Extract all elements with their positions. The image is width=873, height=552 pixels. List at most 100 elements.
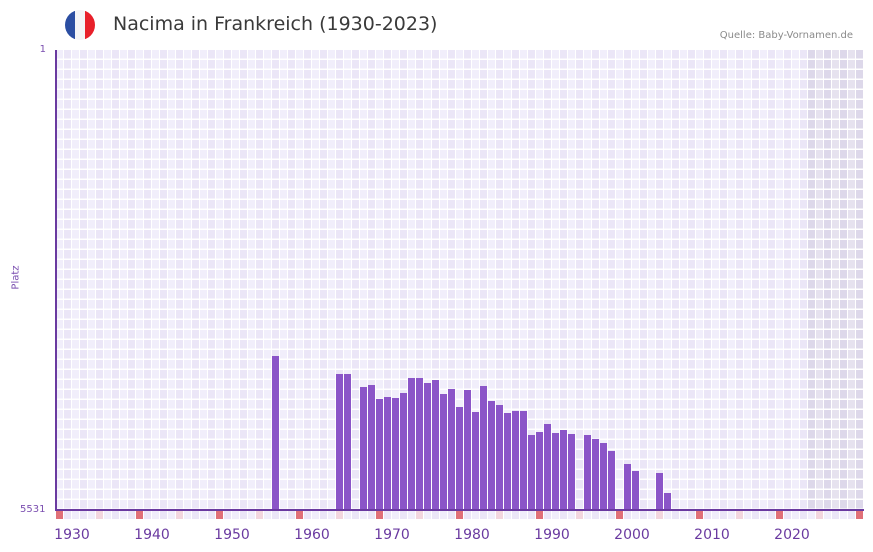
bar-1972[interactable] xyxy=(392,397,399,510)
bar-1987[interactable] xyxy=(512,411,519,510)
year-marker xyxy=(632,511,639,519)
year-marker xyxy=(592,511,599,519)
year-marker xyxy=(792,511,799,519)
x-tick-label: 1930 xyxy=(54,527,90,543)
bar-1970[interactable] xyxy=(376,398,383,510)
bar-1994[interactable] xyxy=(568,433,575,510)
bar-1991[interactable] xyxy=(544,424,551,510)
bar-1981[interactable] xyxy=(464,389,471,510)
bar-1980[interactable] xyxy=(456,407,463,510)
bar-1982[interactable] xyxy=(472,412,479,510)
year-marker xyxy=(512,511,519,519)
year-marker xyxy=(248,511,255,519)
year-marker xyxy=(600,511,607,519)
bar-2005[interactable] xyxy=(656,472,663,510)
bar-2001[interactable] xyxy=(624,463,631,510)
year-marker xyxy=(208,511,215,519)
year-marker xyxy=(712,511,719,519)
year-marker xyxy=(728,511,735,519)
bar-1973[interactable] xyxy=(400,392,407,510)
year-marker xyxy=(416,511,423,519)
year-marker xyxy=(680,511,687,519)
year-marker xyxy=(704,511,711,519)
x-axis-line xyxy=(55,509,864,511)
bar-1976[interactable] xyxy=(424,382,431,510)
year-marker xyxy=(808,511,815,519)
bar-1997[interactable] xyxy=(592,438,599,510)
bar-1993[interactable] xyxy=(560,429,567,510)
year-marker xyxy=(408,511,415,519)
y-tick-top: 1 xyxy=(39,44,46,55)
year-marker xyxy=(744,511,751,519)
bar-1957[interactable] xyxy=(272,355,279,510)
bar-1989[interactable] xyxy=(528,434,535,510)
year-markers xyxy=(56,511,864,519)
bar-1985[interactable] xyxy=(496,404,503,510)
bar-1990[interactable] xyxy=(536,431,543,510)
year-marker xyxy=(120,511,127,519)
bar-2006[interactable] xyxy=(664,492,671,510)
year-marker xyxy=(520,511,527,519)
bar-1998[interactable] xyxy=(600,442,607,510)
bar-2002[interactable] xyxy=(632,470,639,510)
year-marker xyxy=(800,511,807,519)
year-marker xyxy=(160,511,167,519)
y-tick-bottom: 5531 xyxy=(20,504,46,515)
bar-1965[interactable] xyxy=(336,374,343,510)
france-flag-icon xyxy=(65,10,95,40)
bar-1977[interactable] xyxy=(432,380,439,510)
year-marker xyxy=(136,511,143,519)
year-marker xyxy=(104,511,111,519)
year-marker xyxy=(368,511,375,519)
year-marker xyxy=(824,511,831,519)
year-marker xyxy=(232,511,239,519)
year-marker xyxy=(840,511,847,519)
bar-1999[interactable] xyxy=(608,450,615,510)
bar-1988[interactable] xyxy=(520,411,527,510)
year-marker xyxy=(496,511,503,519)
bar-1986[interactable] xyxy=(504,413,511,510)
bar-1978[interactable] xyxy=(440,393,447,510)
year-marker xyxy=(288,511,295,519)
bar-1979[interactable] xyxy=(448,388,455,510)
year-marker xyxy=(560,511,567,519)
year-marker xyxy=(336,511,343,519)
year-marker xyxy=(768,511,775,519)
x-tick-label: 2010 xyxy=(694,527,730,543)
year-marker xyxy=(72,511,79,519)
bar-1983[interactable] xyxy=(480,385,487,510)
bar-1974[interactable] xyxy=(408,378,415,510)
x-tick-label: 1940 xyxy=(134,527,170,543)
bar-1975[interactable] xyxy=(416,378,423,510)
year-marker xyxy=(504,511,511,519)
year-marker xyxy=(648,511,655,519)
flag-red xyxy=(85,10,95,40)
bar-1968[interactable] xyxy=(360,386,367,510)
year-marker xyxy=(448,511,455,519)
year-marker xyxy=(432,511,439,519)
bar-1969[interactable] xyxy=(368,384,375,510)
bar-1971[interactable] xyxy=(384,396,391,510)
year-marker xyxy=(192,511,199,519)
bar-series xyxy=(56,50,864,510)
year-marker xyxy=(440,511,447,519)
bar-1984[interactable] xyxy=(488,400,495,510)
x-tick-label: 1960 xyxy=(294,527,330,543)
bar-1996[interactable] xyxy=(584,434,591,510)
source-link[interactable]: Quelle: Baby-Vornamen.de xyxy=(719,30,853,41)
year-marker xyxy=(552,511,559,519)
year-marker xyxy=(576,511,583,519)
y-axis-line xyxy=(55,50,57,511)
year-marker xyxy=(696,511,703,519)
year-marker xyxy=(152,511,159,519)
x-tick-label: 2000 xyxy=(614,527,650,543)
year-marker xyxy=(304,511,311,519)
year-marker xyxy=(56,511,63,519)
year-marker xyxy=(320,511,327,519)
bar-1992[interactable] xyxy=(552,432,559,510)
year-marker xyxy=(456,511,463,519)
chart-title: Nacima in Frankreich (1930-2023) xyxy=(113,13,438,35)
bar-1966[interactable] xyxy=(344,374,351,510)
year-marker xyxy=(488,511,495,519)
year-marker xyxy=(312,511,319,519)
